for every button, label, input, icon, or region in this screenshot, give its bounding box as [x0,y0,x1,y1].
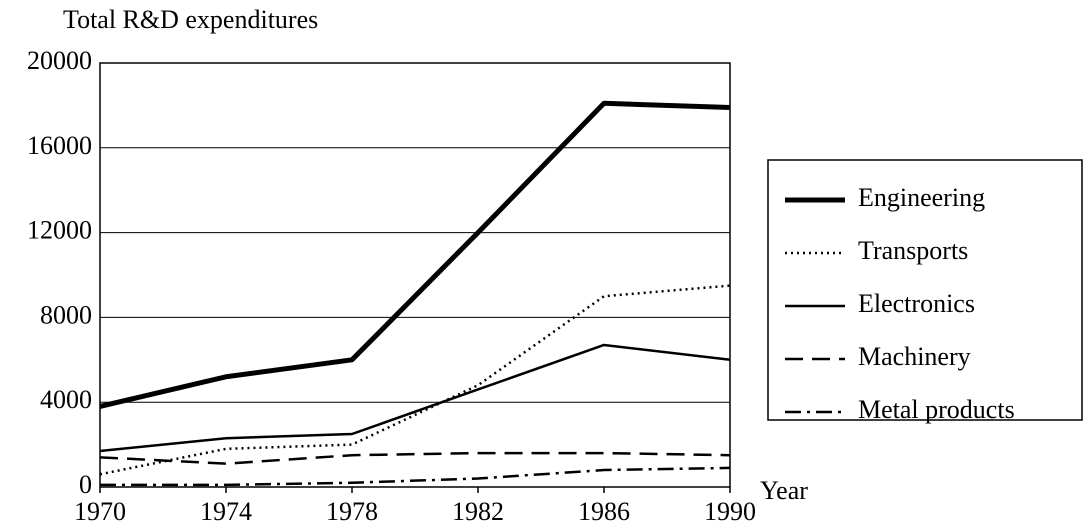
legend-label: Transports [858,236,968,265]
legend-label: Machinery [858,342,971,371]
legend-label: Electronics [858,289,975,318]
x-tick-label: 1986 [578,497,630,526]
x-tick-label: 1978 [326,497,378,526]
plot-frame [99,62,731,488]
legend-label: Engineering [858,183,985,212]
y-tick-label: 20000 [27,46,92,75]
x-tick-label: 1990 [704,497,756,526]
series-line [100,466,731,487]
x-tick-label: 1974 [200,497,252,526]
y-tick-label: 12000 [27,216,92,245]
y-tick-label: 4000 [40,385,92,414]
series-line [99,343,731,453]
x-tick-label: 1982 [452,497,504,526]
y-tick-label: 16000 [27,131,92,160]
y-tick-label: 0 [79,470,92,499]
series-line [99,451,731,465]
y-axis-label: Total R&D expenditures [63,5,318,34]
x-tick-label: 1970 [74,497,126,526]
x-axis-label: Year [760,476,808,505]
series-line [99,284,731,476]
legend-box [767,159,1083,421]
series-line [99,100,731,409]
legend-label: Metal products [858,395,1015,424]
y-tick-label: 8000 [40,300,92,329]
